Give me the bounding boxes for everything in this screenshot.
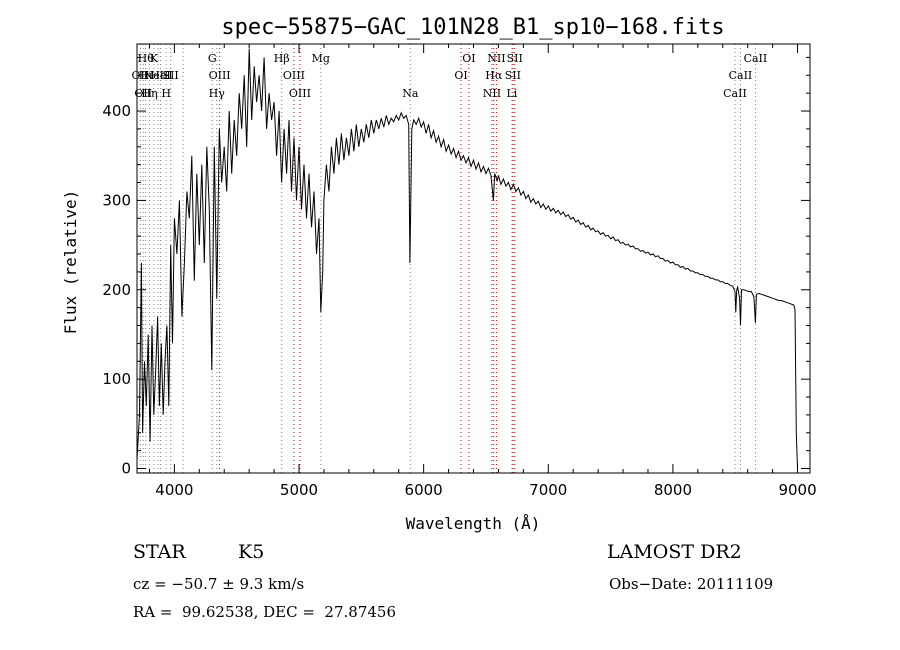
- line-marker-label: NII: [483, 87, 501, 100]
- line-marker-label: G: [208, 52, 217, 65]
- line-marker-label: OIII: [289, 87, 311, 100]
- axis-ticks: 4000 5000 6000 7000 8000 9000 0 100 200 300 400: [102, 44, 817, 499]
- line-marker-label: Hι: [139, 69, 153, 82]
- line-marker-label: Mg: [312, 52, 330, 65]
- x-tick-label: 6000: [405, 481, 443, 499]
- subclass: K5: [238, 541, 265, 563]
- line-marker-label: Hγ: [209, 87, 226, 100]
- redshift-readout: cz = −50.7 ± 9.3 km/s: [133, 575, 305, 593]
- line-marker-label: CaII: [723, 87, 747, 100]
- obs-date: Obs−Date: 20111109: [609, 575, 774, 593]
- line-marker-label: SII: [505, 69, 521, 82]
- survey-name: LAMOST DR2: [607, 541, 742, 563]
- line-marker-label: H: [161, 87, 171, 100]
- y-axis-label: Flux (relative): [61, 190, 80, 335]
- line-marker-label: OII: [134, 87, 152, 100]
- line-marker-label: HeI: [150, 69, 170, 82]
- spectrum-line: [136, 48, 798, 469]
- plot-frame: [136, 43, 811, 474]
- x-tick-label: 5000: [280, 481, 318, 499]
- line-marker-label: Na: [402, 87, 419, 100]
- line-marker-label: Li: [506, 87, 517, 100]
- line-marker-label: K: [150, 52, 159, 65]
- line-marker-label: SII: [507, 52, 523, 65]
- line-marker-label: Hα: [485, 69, 503, 82]
- y-tick-label: 100: [102, 370, 131, 388]
- line-marker-label: Hη: [141, 87, 157, 100]
- line-marker-labels: OIIOIIHθHιHηKNeIIIHeIHSIIGHγOIIIHβOIIIOI…: [132, 52, 768, 100]
- x-tick-label: 8000: [654, 481, 692, 499]
- coordinates: RA = 99.62538, DEC = 27.87456: [133, 603, 397, 621]
- x-axis-label: Wavelength (Å): [406, 514, 541, 533]
- x-tick-label: 7000: [529, 481, 567, 499]
- line-marker-label: SII: [163, 69, 179, 82]
- y-tick-label: 300: [102, 191, 131, 209]
- y-tick-label: 400: [102, 102, 131, 120]
- line-marker-label: OI: [454, 69, 467, 82]
- line-marker-label: OIII: [283, 69, 305, 82]
- line-marker-label: Hθ: [138, 52, 155, 65]
- line-marker-label: OI: [462, 52, 475, 65]
- line-marker-label: CaII: [744, 52, 768, 65]
- line-marker-label: OIII: [209, 69, 231, 82]
- line-marker-label: Hβ: [274, 52, 290, 65]
- object-class: STAR: [133, 541, 186, 563]
- x-tick-label: 4000: [155, 481, 193, 499]
- chart-title: spec−55875−GAC_101N28_B1_sp10−168.fits: [221, 15, 724, 40]
- y-tick-label: 0: [121, 460, 131, 478]
- line-marker-label: CaII: [729, 69, 753, 82]
- line-marker-label: NeIII: [143, 69, 172, 82]
- line-marker-label: NII: [487, 52, 505, 65]
- x-tick-label: 9000: [778, 481, 816, 499]
- y-tick-label: 200: [102, 281, 131, 299]
